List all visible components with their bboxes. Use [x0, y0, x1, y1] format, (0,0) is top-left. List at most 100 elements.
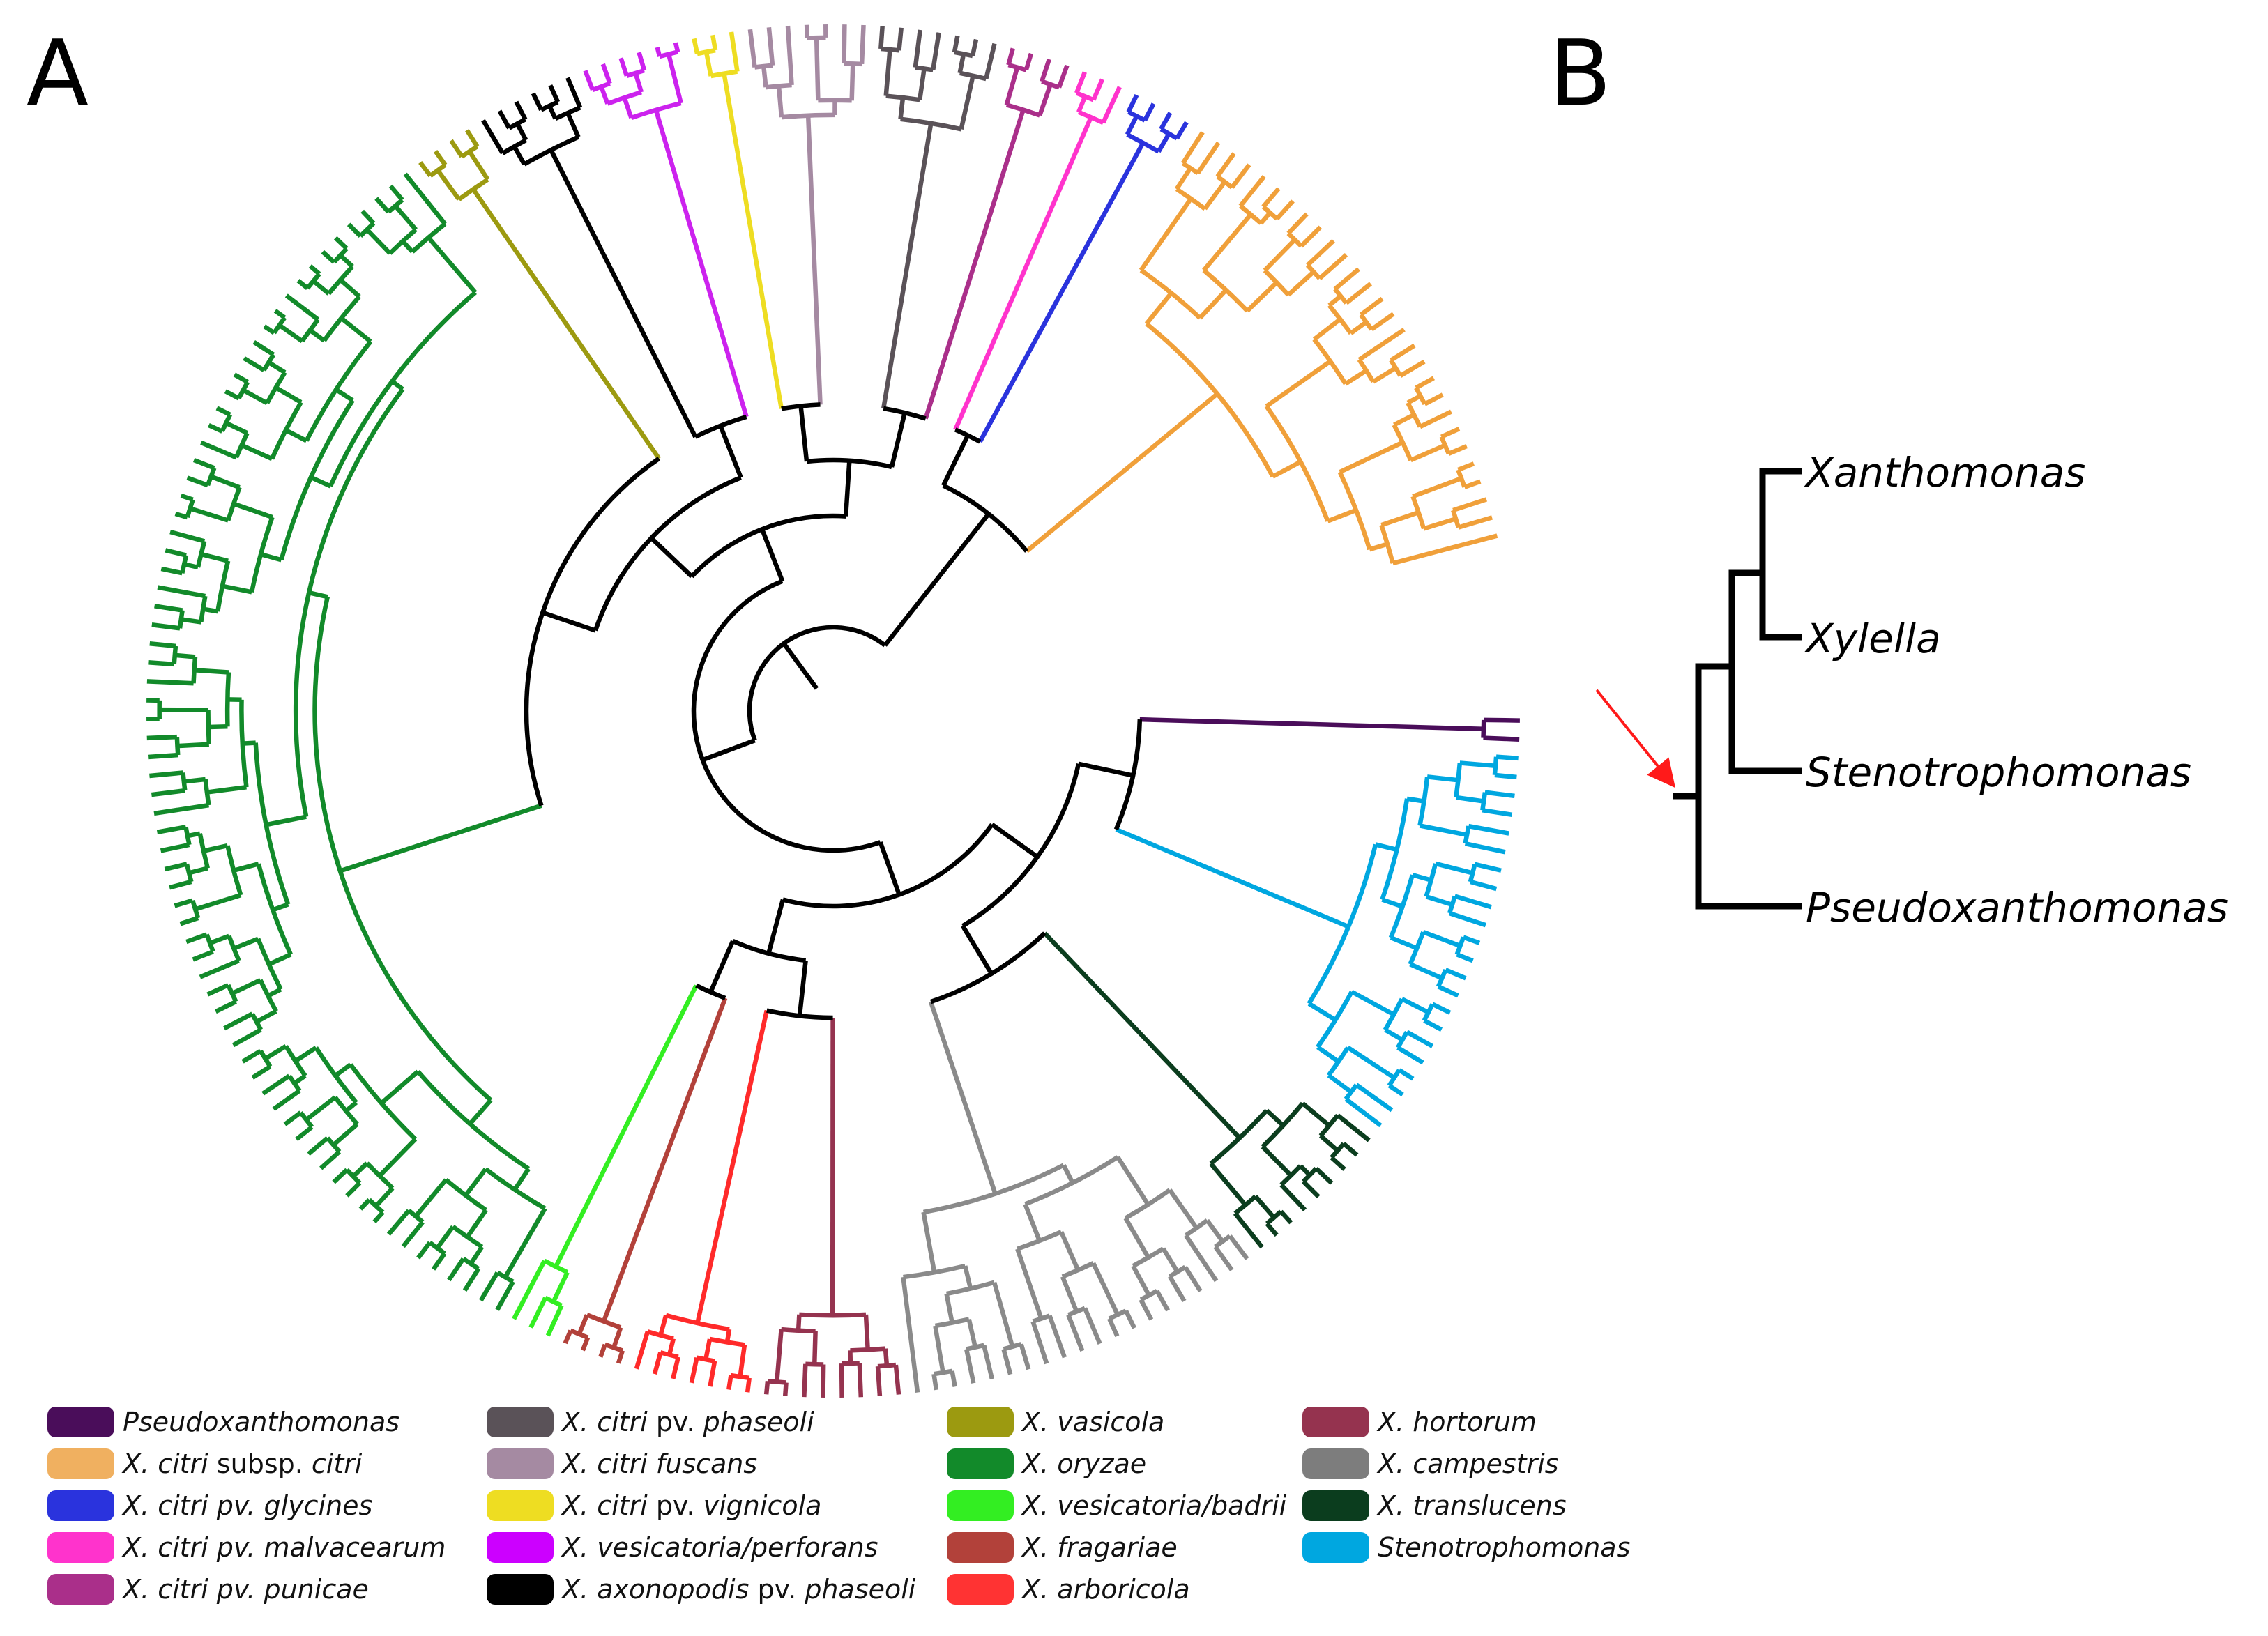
legend-label-italic: X. vesicatoria/badrii [1022, 1490, 1287, 1521]
legend-label: X. campestris [1378, 1448, 1559, 1479]
tree-branch [1091, 1262, 1120, 1316]
tree-branch [1457, 461, 1475, 472]
tree-branch [1449, 911, 1486, 928]
tree-branch [1424, 392, 1444, 406]
tree-node-arc [462, 1257, 480, 1271]
tree-node-arc [540, 100, 559, 112]
tree-branch [1265, 1222, 1279, 1237]
tree-branch [883, 1348, 890, 1366]
tree-branch [1456, 952, 1474, 963]
tree-branch [208, 724, 228, 730]
tree-branch [964, 1348, 976, 1384]
tree-branch [1180, 130, 1205, 165]
tree-branch [1083, 1307, 1102, 1345]
tree-branch [358, 1198, 371, 1211]
tree-branch [1125, 115, 1139, 136]
tree-branch [334, 1062, 352, 1078]
tree-branch [308, 590, 328, 599]
tree-branch [738, 1344, 747, 1377]
legend-label-italic: X. citri [562, 1490, 648, 1521]
legend-item: X. axonopodis pv. phaseoli [487, 1568, 915, 1610]
tree-branch [273, 309, 287, 320]
tree-branch [1327, 507, 1357, 523]
legend-label: X. citri subsp. citri [123, 1448, 362, 1479]
tree-branch [1468, 823, 1509, 836]
tree-branch [878, 26, 885, 49]
legend-label: Stenotrophomonas [1378, 1532, 1630, 1563]
tree-node-arc [1417, 777, 1430, 827]
tree-branch [1238, 175, 1266, 208]
tree-branch [1401, 997, 1430, 1015]
tree-node-arc [1456, 468, 1467, 488]
tree-branch [766, 27, 775, 66]
tree-branch [449, 139, 464, 158]
taxon-xanthomonas: Xanthomonas [1804, 449, 2086, 496]
tree-branch [796, 1314, 802, 1331]
tree-branch [478, 1271, 500, 1302]
tree-branch [1410, 443, 1446, 463]
tree-branch [338, 253, 354, 268]
tree-node-arc [730, 1373, 750, 1381]
tree-node-arc [660, 1350, 679, 1359]
tree-branch [913, 29, 922, 68]
tree-branch [351, 1161, 369, 1178]
tree-branch [512, 1260, 547, 1320]
legend-swatch [47, 1490, 114, 1521]
tree-branch [580, 1336, 591, 1352]
legend-label-epithet: phaseoli [703, 1407, 814, 1437]
tree-branch [1159, 112, 1173, 130]
root-arrow [1595, 689, 1676, 788]
tree-branch [1390, 343, 1416, 362]
tree-branch [897, 27, 904, 51]
tree-branch [294, 1046, 318, 1063]
tree-branch [192, 457, 215, 471]
tree-node-arc [293, 388, 405, 818]
tree-branch [1228, 1234, 1249, 1260]
legend-label-italic: X. citri pv. malvacearum [123, 1532, 446, 1563]
tree-node-arc [333, 1096, 359, 1126]
legend-column-3: X. vasicola X. oryzae X. vesicatoria/badri… [947, 1401, 1286, 1610]
tree-branch [215, 406, 231, 417]
legend-label-italic: X. citri fuscans [562, 1448, 758, 1479]
tree-branch [1306, 238, 1335, 267]
tree-branch [1286, 212, 1309, 236]
tree-branch [263, 324, 275, 335]
tree-branch [149, 641, 176, 649]
tree-branch [231, 978, 261, 996]
tree-branch [416, 1241, 432, 1260]
tree-branch [251, 1064, 272, 1080]
tree-branch [378, 1137, 418, 1178]
tree-branch [814, 38, 821, 101]
legend-label: X. vesicatoria/badrii [1022, 1490, 1286, 1521]
tree-branch [233, 936, 259, 951]
tree-branch [843, 460, 852, 517]
tree-branch [1139, 197, 1193, 272]
tree-branch [185, 932, 208, 945]
tree-branch [1359, 296, 1384, 317]
tree-node-arc [593, 475, 742, 632]
tree-node-arc [326, 1136, 342, 1154]
tree-branch [224, 389, 241, 401]
tree-branch [1168, 1188, 1198, 1230]
legend-item: X. vesicatoria/perforans [487, 1527, 915, 1568]
tree-node-arc [1396, 1030, 1409, 1049]
tree-node-arc [256, 938, 283, 991]
tree-branch [242, 388, 268, 406]
tree-branch [1314, 1166, 1334, 1185]
tree-branch [252, 340, 275, 357]
tree-branch [959, 75, 975, 130]
tree-branch [481, 119, 505, 155]
tree-branch [703, 1338, 713, 1360]
tree-branch [1047, 1315, 1067, 1359]
tree-branch [187, 831, 201, 839]
tree-branch [223, 1011, 254, 1031]
tree-branch [1455, 795, 1484, 804]
tree-node-arc [191, 657, 198, 684]
tree-branch [147, 752, 178, 760]
tree-branch [310, 475, 332, 489]
tree-branch [1286, 270, 1316, 297]
tree-node-arc [781, 1327, 816, 1334]
tree-branch [195, 893, 242, 912]
tree-branch [1457, 515, 1493, 530]
tree-branch [512, 145, 526, 166]
